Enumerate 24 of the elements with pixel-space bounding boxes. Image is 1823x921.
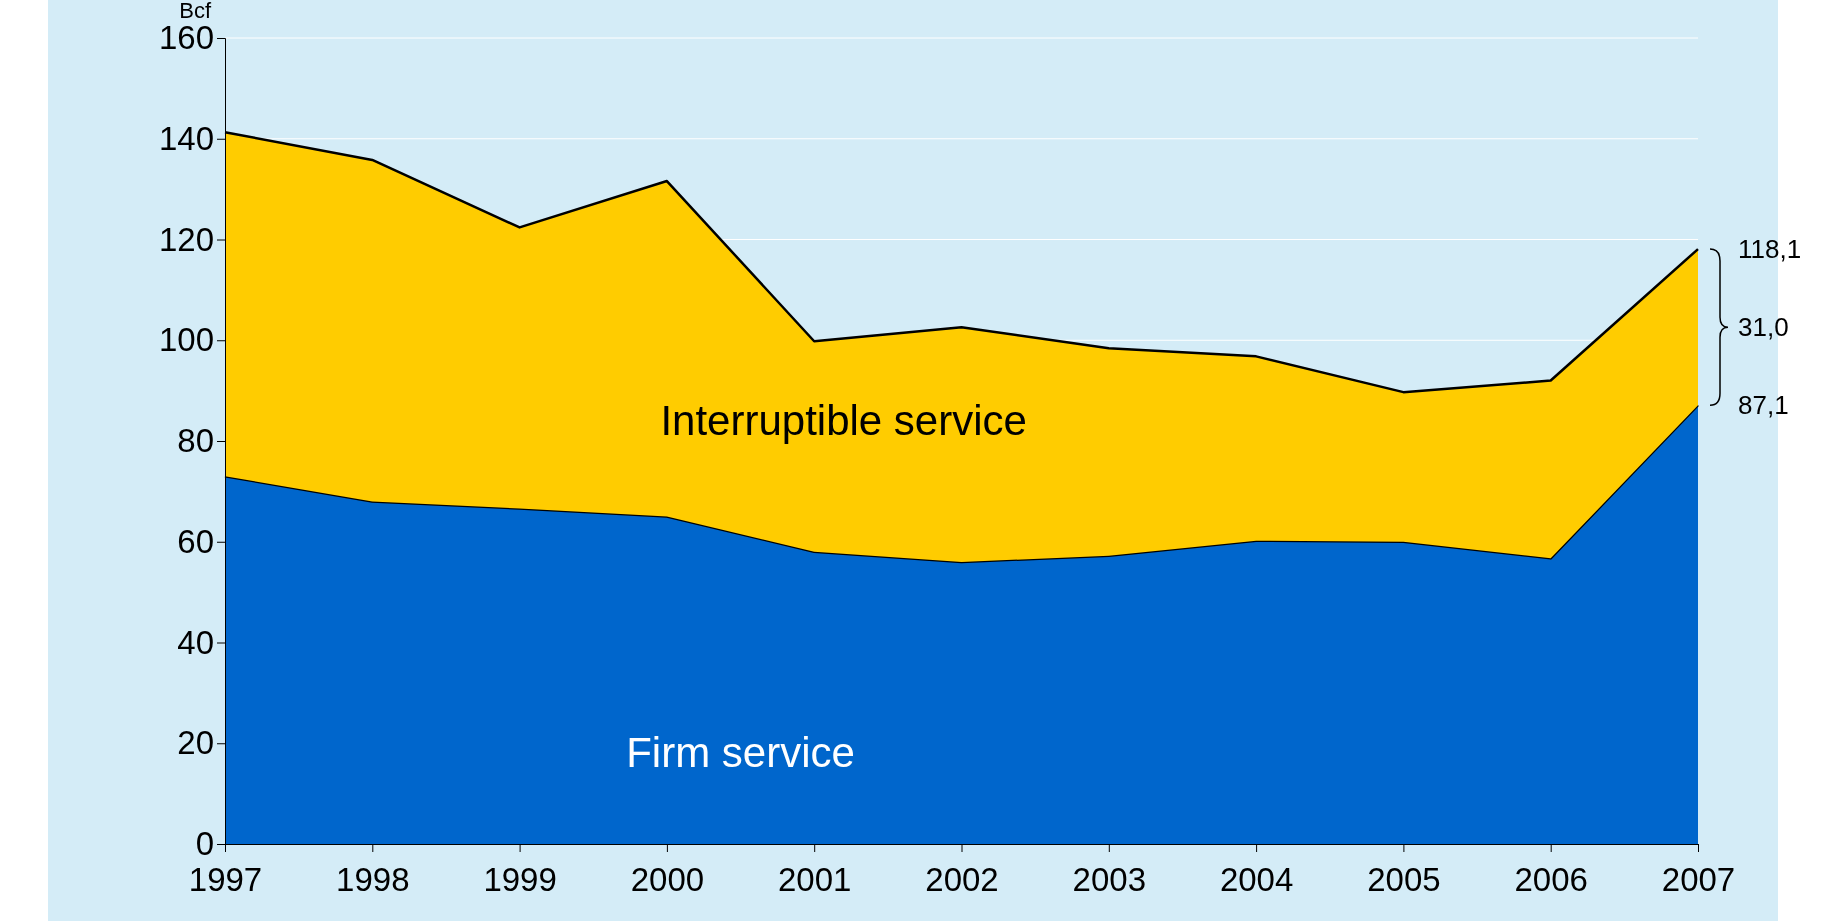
x-tick-label: 2004 xyxy=(1219,861,1294,899)
y-tick-label: 140 xyxy=(158,119,214,157)
annotation: 118,1 xyxy=(1738,234,1802,265)
annotation: 87,1 xyxy=(1738,390,1789,421)
series-label: Interruptible service xyxy=(660,397,1027,445)
y-tick-label: 80 xyxy=(177,422,214,460)
y-tick-label: 20 xyxy=(177,724,214,762)
x-tick-label: 1997 xyxy=(188,861,263,899)
y-tick-label: 120 xyxy=(158,220,214,258)
x-tick-label: 2005 xyxy=(1367,861,1441,899)
annotation: 31,0 xyxy=(1738,312,1789,343)
x-tick-label: 2001 xyxy=(777,861,852,899)
x-tick-label: 2006 xyxy=(1514,861,1588,899)
x-tick-label: 2002 xyxy=(925,861,999,899)
x-tick-label: 1998 xyxy=(336,861,410,899)
y-tick-label: 0 xyxy=(195,825,214,863)
y-tick-label: 40 xyxy=(177,623,214,661)
x-tick-label: 2000 xyxy=(630,861,705,899)
x-tick-label: 2007 xyxy=(1661,861,1736,899)
series-label: Firm service xyxy=(626,728,855,776)
x-tick-label: 2003 xyxy=(1072,861,1147,899)
x-tick-label: 1999 xyxy=(483,861,557,899)
y-tick-label: 60 xyxy=(177,522,214,560)
y-tick-label: 100 xyxy=(158,321,214,359)
